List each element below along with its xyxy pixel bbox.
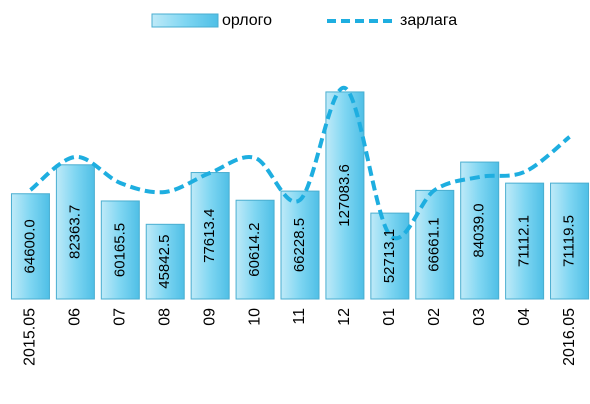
bar bbox=[505, 182, 545, 300]
x-tick-label: 01 bbox=[381, 308, 398, 326]
x-tick-label: 07 bbox=[112, 308, 129, 326]
value-label: 66661.1 bbox=[426, 218, 443, 272]
value-label: 45842.5 bbox=[156, 235, 173, 289]
legend-label: зарлага bbox=[400, 12, 457, 29]
bar bbox=[415, 189, 455, 300]
bar bbox=[235, 199, 275, 300]
bar bbox=[370, 212, 410, 300]
value-label: 71119.5 bbox=[561, 215, 578, 267]
x-tick-label: 06 bbox=[67, 308, 84, 326]
legend-label: орлого bbox=[222, 12, 272, 29]
value-label: 84039.0 bbox=[471, 203, 488, 257]
value-label: 127083.6 bbox=[336, 164, 353, 227]
x-tick-label: 08 bbox=[156, 308, 173, 326]
value-label: 71112.1 bbox=[516, 215, 533, 267]
value-label: 60614.2 bbox=[246, 223, 263, 277]
value-label: 66228.5 bbox=[291, 218, 308, 272]
bar bbox=[550, 182, 590, 300]
value-label: 60165.5 bbox=[111, 223, 128, 277]
line bbox=[29, 86, 571, 241]
bar bbox=[460, 161, 500, 300]
bar bbox=[100, 200, 140, 300]
x-tick-label: 2016.05 bbox=[561, 308, 578, 366]
x-tick-label: 04 bbox=[516, 308, 533, 326]
value-label: 64600.0 bbox=[21, 219, 38, 273]
value-label: 77613.4 bbox=[201, 209, 218, 263]
x-tick-label: 09 bbox=[201, 308, 218, 326]
x-tick-label: 11 bbox=[291, 308, 308, 325]
x-tick-label: 02 bbox=[426, 308, 443, 326]
bar bbox=[325, 91, 365, 300]
bar bbox=[55, 164, 95, 300]
value-label: 52713.1 bbox=[381, 229, 398, 283]
x-tick-label: 03 bbox=[471, 308, 488, 326]
bar bbox=[10, 193, 50, 300]
x-tick-label: 2015.05 bbox=[22, 308, 39, 366]
x-tick-label: 12 bbox=[336, 308, 353, 326]
x-tick-label: 10 bbox=[246, 308, 263, 326]
bar bbox=[145, 223, 185, 300]
value-label: 82363.7 bbox=[66, 205, 83, 259]
legend-swatch bbox=[151, 13, 219, 28]
bar bbox=[280, 190, 320, 300]
